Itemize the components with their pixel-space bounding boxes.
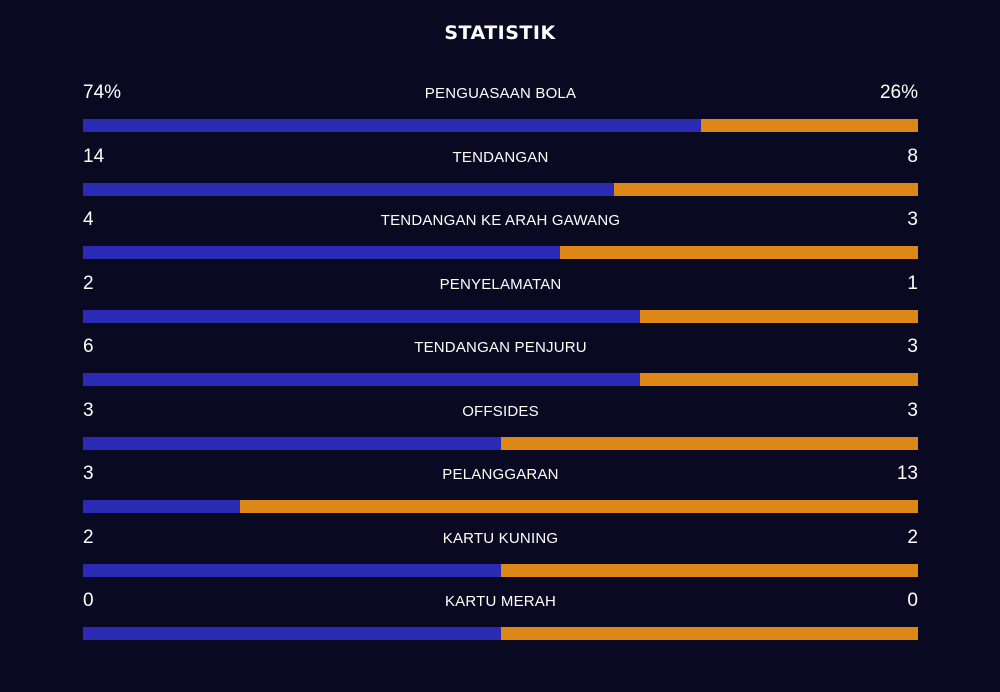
stat-row-possession: 74% PENGUASAAN BOLA 26% (83, 80, 918, 144)
home-value: 14 (83, 145, 105, 167)
stat-row-yellow-cards: 2 KARTU KUNING 2 (83, 525, 918, 589)
home-bar-fill (83, 309, 640, 323)
away-bar-fill (639, 373, 918, 386)
comparison-bar (83, 627, 918, 640)
away-bar-fill (700, 119, 918, 132)
away-bar-fill (239, 500, 918, 513)
away-value: 2 (907, 526, 918, 548)
home-value: 6 (83, 336, 94, 357)
home-value: 2 (83, 526, 94, 548)
home-value: 3 (83, 399, 94, 421)
stat-row-shots-on-target: 4 TENDANGAN KE ARAH GAWANG 3 (83, 207, 918, 271)
away-value: 0 (907, 590, 918, 611)
stat-row-fouls: 3 PELANGGARAN 13 (83, 461, 918, 525)
stat-label: PENGUASAAN BOLA (424, 85, 577, 102)
home-bar-fill (83, 436, 501, 450)
stat-label: OFFSIDES (462, 402, 539, 420)
home-bar-fill (83, 119, 701, 132)
home-bar-fill (83, 182, 615, 196)
away-value: 3 (907, 399, 918, 421)
home-bar-fill (83, 500, 240, 513)
stat-label: TENDANGAN (452, 148, 549, 166)
stat-label: TENDANGAN PENJURU (414, 339, 587, 356)
stat-row-red-cards: 0 KARTU MERAH 0 (83, 588, 918, 652)
home-value: 3 (83, 463, 94, 484)
stat-row-shots: 14 TENDANGAN 8 (83, 144, 918, 208)
comparison-bar (83, 309, 918, 323)
away-value: 3 (907, 209, 918, 230)
comparison-bar (83, 119, 918, 132)
home-value: 0 (83, 590, 94, 611)
stat-row-saves: 2 PENYELAMATAN 1 (83, 271, 918, 335)
away-value: 3 (907, 336, 918, 357)
away-value: 1 (907, 272, 918, 294)
away-bar-fill (500, 627, 918, 640)
stat-label: PENYELAMATAN (439, 275, 562, 293)
home-bar-fill (83, 627, 501, 640)
home-bar-fill (83, 246, 561, 259)
home-bar-fill (83, 563, 501, 577)
away-bar-fill (500, 436, 918, 450)
comparison-bar (83, 563, 918, 577)
stat-row-offsides: 3 OFFSIDES 3 (83, 398, 918, 462)
home-value: 2 (83, 272, 94, 294)
home-value: 4 (83, 209, 94, 230)
comparison-bar (83, 500, 918, 513)
away-value: 13 (896, 463, 918, 484)
away-bar-fill (560, 246, 918, 259)
stat-row-corners: 6 TENDANGAN PENJURU 3 (83, 334, 918, 398)
comparison-bar (83, 436, 918, 450)
away-bar-fill (500, 563, 918, 577)
statistics-title: STATISTIK (444, 22, 556, 44)
stat-label: KARTU KUNING (442, 529, 559, 547)
away-value: 26% (879, 82, 918, 103)
stat-label: PELANGGARAN (442, 466, 559, 483)
away-bar-fill (614, 182, 918, 196)
stat-label: TENDANGAN KE ARAH GAWANG (380, 212, 621, 229)
home-value: 74% (83, 82, 122, 103)
home-bar-fill (83, 373, 640, 386)
away-bar-fill (639, 309, 918, 323)
comparison-bar (83, 373, 918, 386)
comparison-bar (83, 246, 918, 259)
comparison-bar (83, 182, 918, 196)
stats-list: 74% PENGUASAAN BOLA 26% 14 TENDANGAN 8 4… (83, 80, 918, 652)
away-value: 8 (907, 145, 918, 167)
stat-label: KARTU MERAH (444, 593, 557, 610)
